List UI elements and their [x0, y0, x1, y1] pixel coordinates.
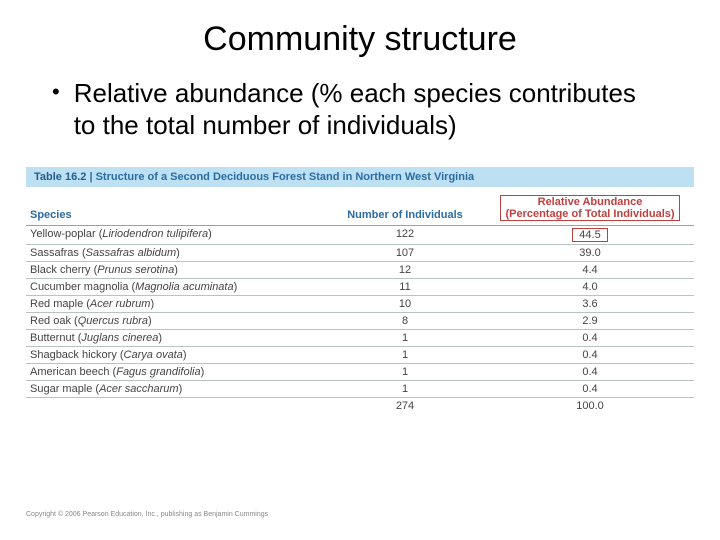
- bullet-dot-icon: •: [52, 77, 60, 107]
- cell-number: 10: [320, 298, 490, 310]
- cell-number: 11: [320, 281, 490, 293]
- cell-number: 1: [320, 366, 490, 378]
- table-row: American beech (Fagus grandifolia)10.4: [26, 364, 694, 381]
- table-body: Yellow-poplar (Liriodendron tulipifera)1…: [26, 226, 694, 398]
- cell-species: Cucumber magnolia (Magnolia acuminata): [30, 281, 320, 293]
- cell-species: Sugar maple (Acer saccharum): [30, 383, 320, 395]
- cell-species: Shagback hickory (Carya ovata): [30, 349, 320, 361]
- slide-title: Community structure: [0, 20, 720, 59]
- cell-species: American beech (Fagus grandifolia): [30, 366, 320, 378]
- cell-species: Red maple (Acer rubrum): [30, 298, 320, 310]
- table-row: Sugar maple (Acer saccharum)10.4: [26, 381, 694, 398]
- cell-number: 122: [320, 228, 490, 242]
- bullet-item: • Relative abundance (% each species con…: [52, 77, 660, 141]
- cell-relative: 0.4: [490, 383, 690, 395]
- copyright-text: Copyright © 2006 Pearson Education, Inc.…: [26, 511, 268, 518]
- header-number: Number of Individuals: [320, 209, 490, 221]
- table-row: Yellow-poplar (Liriodendron tulipifera)1…: [26, 226, 694, 245]
- table-row: Red oak (Quercus rubra)82.9: [26, 313, 694, 330]
- bullet-block: • Relative abundance (% each species con…: [52, 77, 660, 141]
- highlight-box: 44.5: [572, 228, 607, 242]
- table-total-row: 274 100.0: [26, 398, 694, 414]
- species-table: Table 16.2 | Structure of a Second Decid…: [26, 167, 694, 414]
- cell-relative: 2.9: [490, 315, 690, 327]
- bullet-text: Relative abundance (% each species contr…: [74, 77, 660, 141]
- table-row: Sassafras (Sassafras albidum)10739.0: [26, 245, 694, 262]
- cell-relative: 4.0: [490, 281, 690, 293]
- cell-species: Butternut (Juglans cinerea): [30, 332, 320, 344]
- total-rel: 100.0: [490, 400, 690, 412]
- header-species: Species: [30, 209, 320, 221]
- header-rel-line1: Relative Abundance: [538, 196, 643, 208]
- cell-relative: 0.4: [490, 366, 690, 378]
- cell-relative: 3.6: [490, 298, 690, 310]
- table-number: Table 16.2: [34, 171, 86, 183]
- header-rel-line2: (Percentage of Total Individuals): [505, 208, 674, 220]
- table-row: Cucumber magnolia (Magnolia acuminata)11…: [26, 279, 694, 296]
- cell-number: 1: [320, 383, 490, 395]
- table-header-row: Species Number of Individuals Relative A…: [26, 187, 694, 226]
- cell-species: Sassafras (Sassafras albidum): [30, 247, 320, 259]
- table-caption-text: Structure of a Second Deciduous Forest S…: [96, 171, 475, 183]
- cell-species: Yellow-poplar (Liriodendron tulipifera): [30, 228, 320, 242]
- table-row: Butternut (Juglans cinerea)10.4: [26, 330, 694, 347]
- cell-number: 12: [320, 264, 490, 276]
- table-row: Shagback hickory (Carya ovata)10.4: [26, 347, 694, 364]
- cell-number: 1: [320, 332, 490, 344]
- cell-relative: 39.0: [490, 247, 690, 259]
- total-label: [30, 400, 320, 412]
- cell-number: 1: [320, 349, 490, 361]
- table-row: Black cherry (Prunus serotina)124.4: [26, 262, 694, 279]
- cell-relative: 44.5: [490, 228, 690, 242]
- cell-relative: 0.4: [490, 332, 690, 344]
- cell-number: 107: [320, 247, 490, 259]
- header-relative: Relative Abundance (Percentage of Total …: [490, 195, 690, 221]
- cell-species: Black cherry (Prunus serotina): [30, 264, 320, 276]
- table-row: Red maple (Acer rubrum)103.6: [26, 296, 694, 313]
- cell-species: Red oak (Quercus rubra): [30, 315, 320, 327]
- total-num: 274: [320, 400, 490, 412]
- table-caption: Table 16.2 | Structure of a Second Decid…: [26, 167, 694, 187]
- cell-relative: 4.4: [490, 264, 690, 276]
- slide: Community structure • Relative abundance…: [0, 0, 720, 540]
- cell-number: 8: [320, 315, 490, 327]
- cell-relative: 0.4: [490, 349, 690, 361]
